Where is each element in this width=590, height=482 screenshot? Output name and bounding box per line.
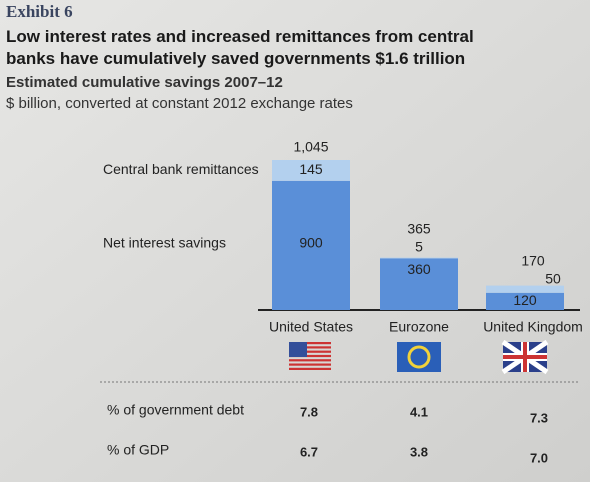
flag [407,345,431,369]
category-label: Eurozone [389,319,449,335]
flag [289,342,307,357]
flag [289,367,331,370]
flag [289,346,331,349]
value-label: 145 [299,161,323,177]
flag [289,359,331,362]
table-cell: 7.0 [530,450,548,465]
value-label: 900 [299,235,323,251]
row-label: % of government debt [107,402,244,418]
total-label: 1,045 [293,139,328,155]
bar-segment [380,258,458,310]
total-label: 170 [521,252,545,268]
table-cell: 6.7 [300,444,318,459]
value-label: 50 [545,270,561,286]
flag [289,363,331,366]
table-cell: 7.8 [300,404,318,419]
flag [289,350,331,353]
value-label: 120 [513,292,537,308]
flag [289,354,331,358]
category-label: United Kingdom [483,319,583,335]
series-label: Central bank remittances [103,161,259,177]
bar-segment [486,292,564,310]
value-label: 360 [407,261,431,277]
flag [289,342,331,345]
exhibit-label: Exhibit 6 [6,2,73,21]
table-cell: 4.1 [410,404,428,419]
total-label: 365 [407,220,431,236]
bar-segment [272,180,350,310]
chart-title: Low interest rates and increased remitta… [6,27,474,68]
flag [503,355,547,359]
value-label: 5 [415,238,423,254]
unit-note: $ billion, converted at constant 2012 ex… [6,95,353,112]
bar-segment [486,285,564,293]
subtitle: Estimated cumulative savings 2007–12 [6,74,283,91]
bar-segment [380,257,458,259]
table-cell: 3.8 [410,444,428,459]
table-cell: 7.3 [530,410,548,425]
series-label: Net interest savings [103,235,226,251]
category-label: United States [269,319,353,335]
row-label: % of GDP [107,442,169,458]
bar-segment [272,160,350,181]
